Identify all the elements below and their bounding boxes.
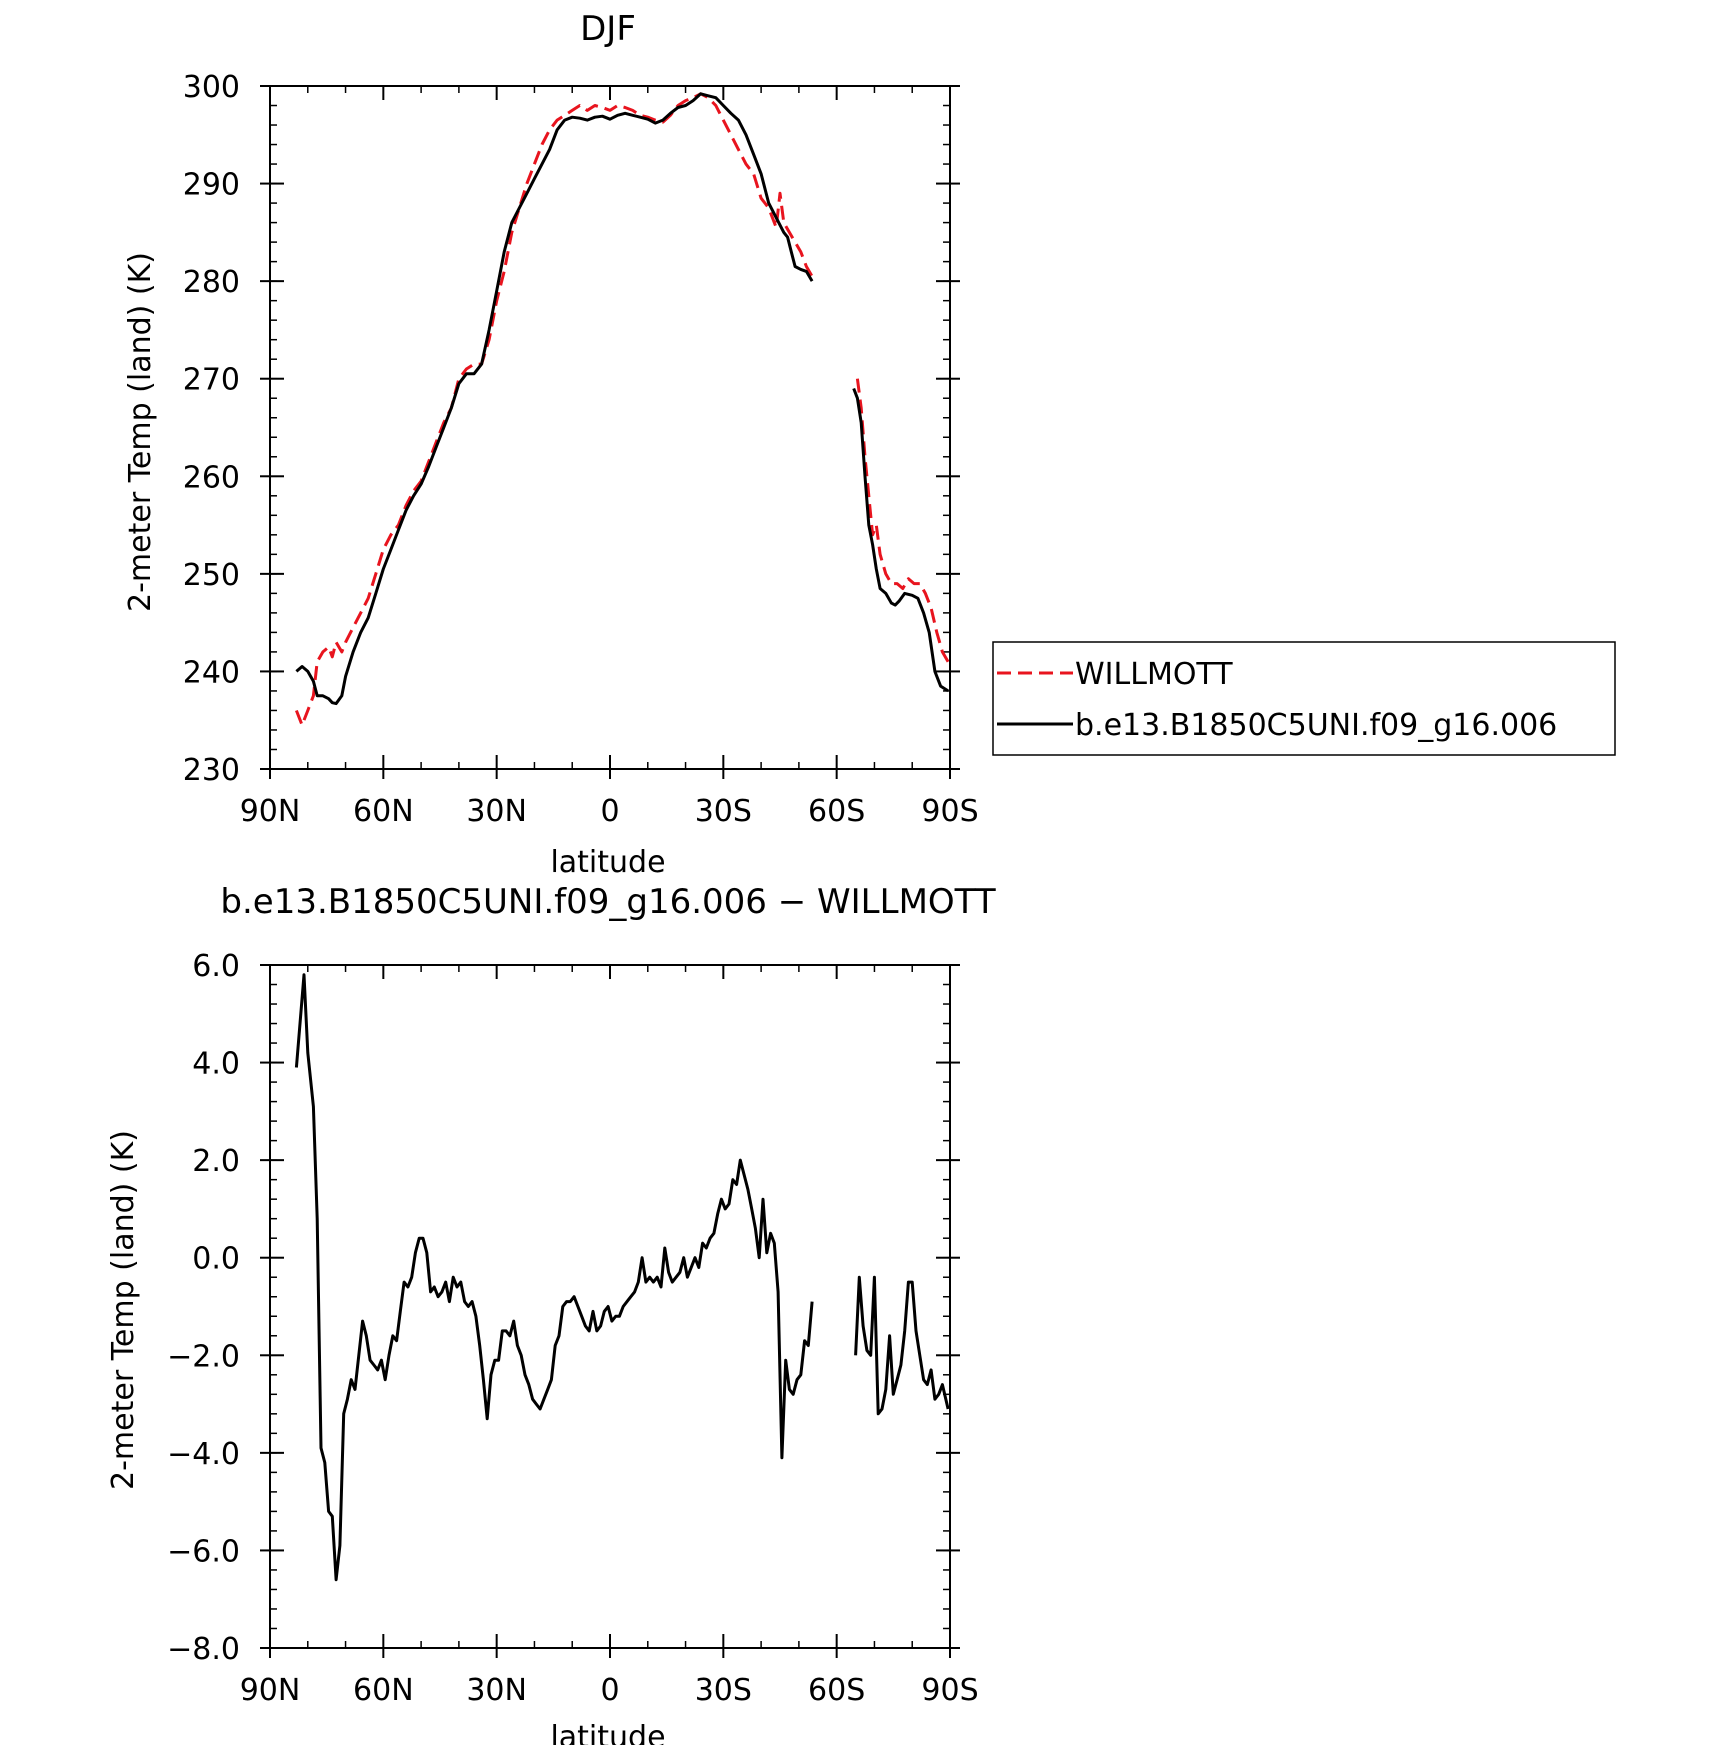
series-line-difference	[294, 973, 814, 1582]
series-line-willmott	[295, 92, 814, 727]
x-tick-label: 60N	[353, 1673, 414, 1708]
y-axis-label: 2-meter Temp (land) (K)	[123, 252, 158, 612]
y-tick-label: −4.0	[167, 1437, 240, 1472]
panel-bottom: b.e13.B1850C5UNI.f09_g16.006 − WILLMOTT …	[106, 882, 996, 1745]
x-tick-label: 30S	[695, 794, 752, 829]
plot-frame	[269, 964, 951, 1649]
chart-title: b.e13.B1850C5UNI.f09_g16.006 − WILLMOTT	[220, 882, 995, 922]
x-tick-label: 0	[600, 794, 619, 829]
y-tick-label: 6.0	[192, 949, 240, 984]
panel-top: DJF latitude 2-meter Temp (land) (K) 90N…	[123, 9, 1616, 880]
x-tick-label: 60S	[808, 1673, 865, 1708]
x-axis-label: latitude	[550, 845, 665, 880]
legend-label-model: b.e13.B1850C5UNI.f09_g16.006	[1075, 708, 1557, 743]
axis-ticks: 90N 60N 30N 0 30S 60S 90S 230 240 250 260 270 280 290…	[183, 70, 979, 829]
y-tick-label: 260	[183, 460, 240, 495]
y-tick-label: 270	[183, 363, 240, 398]
x-tick-label: 60N	[353, 794, 414, 829]
axis-ticks: 90N 60N 30N 0 30S 60S 90S −8.0 −6.0 −4.0 −2.0 0.0 2.…	[167, 949, 978, 1708]
legend-label-willmott: WILLMOTT	[1075, 657, 1233, 692]
y-tick-label: 250	[183, 558, 240, 593]
y-tick-label: 0.0	[192, 1242, 240, 1277]
y-tick-label: 280	[183, 265, 240, 300]
series-line-model	[852, 387, 949, 693]
y-tick-label: 300	[183, 70, 240, 105]
series-line-willmott	[855, 378, 950, 663]
legend-box	[992, 641, 1616, 756]
x-tick-label: 90S	[921, 794, 978, 829]
y-tick-label: 2.0	[192, 1144, 240, 1179]
legend: WILLMOTT b.e13.B1850C5UNI.f09_g16.006	[992, 641, 1616, 756]
y-axis-label: 2-meter Temp (land) (K)	[106, 1130, 141, 1490]
y-tick-label: 230	[183, 753, 240, 788]
plot-lines	[295, 92, 950, 727]
series-line-model	[295, 92, 814, 706]
x-tick-label: 90S	[921, 1673, 978, 1708]
y-tick-label: −6.0	[167, 1534, 240, 1569]
plot-lines	[294, 973, 950, 1582]
y-tick-label: 4.0	[192, 1047, 240, 1082]
series-line-difference	[854, 1275, 950, 1416]
y-tick-label: −8.0	[167, 1632, 240, 1667]
x-tick-label: 90N	[240, 1673, 301, 1708]
x-tick-label: 60S	[808, 794, 865, 829]
y-tick-label: 290	[183, 168, 240, 203]
chart-title: DJF	[580, 9, 636, 49]
x-tick-label: 30N	[466, 794, 527, 829]
plot-frame	[269, 85, 951, 770]
x-tick-label: 30N	[466, 1673, 527, 1708]
y-tick-label: −2.0	[167, 1339, 240, 1374]
x-axis-label: latitude	[550, 1720, 665, 1745]
y-tick-label: 240	[183, 655, 240, 690]
x-tick-label: 0	[600, 1673, 619, 1708]
x-tick-label: 90N	[240, 794, 301, 829]
x-tick-label: 30S	[695, 1673, 752, 1708]
